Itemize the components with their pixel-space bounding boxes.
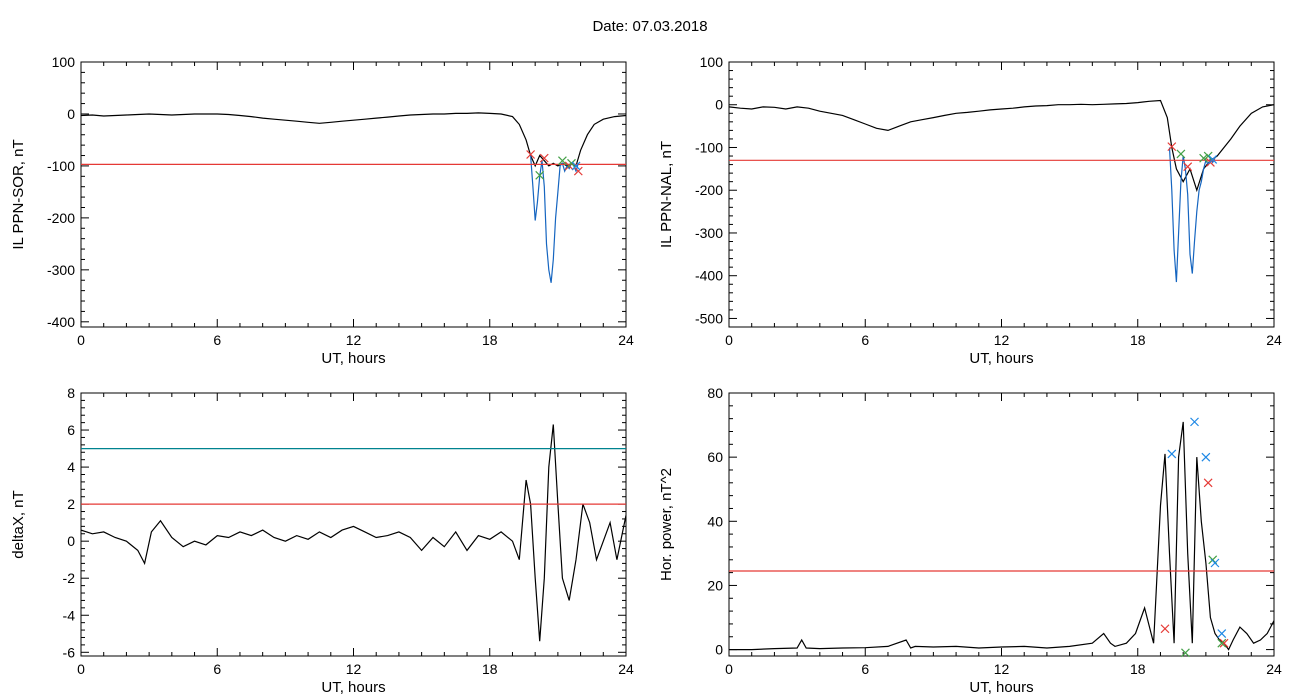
data-marker (1190, 417, 1199, 427)
x-axis-label: UT, hours (969, 679, 1033, 696)
series-line-1 (81, 424, 626, 642)
x-tick-label: 6 (213, 661, 221, 677)
chart-panel-1: 0 6 12 18 24 100 0 -100 -200 -300 -400 UT, hours IL … (10, 54, 634, 367)
data-marker (1210, 558, 1220, 568)
x-tick-label: 24 (618, 661, 634, 677)
y-axis-label: IL PPN-SOR, nT (10, 139, 27, 249)
y-tick-label: 100 (700, 54, 724, 70)
y-tick-label: -4 (63, 607, 76, 623)
plot-frame (728, 392, 1275, 657)
data-marker (539, 153, 549, 163)
y-tick-label: -100 (695, 139, 723, 155)
x-tick-label: 0 (725, 332, 733, 348)
x-tick-label: 18 (482, 332, 498, 348)
x-tick-label: 12 (994, 332, 1010, 348)
x-tick-label: 12 (346, 332, 362, 348)
chart-panel-2: 0 6 12 18 24 100 0 -100 -200 -300 -400 -500 UT, hour… (658, 54, 1282, 367)
y-tick-label: -200 (695, 182, 723, 198)
data-marker (1176, 149, 1186, 159)
data-marker (535, 170, 545, 180)
y-axis-label: deltaX, nT (10, 490, 27, 558)
data-marker (1208, 155, 1218, 164)
x-tick-label: 24 (1266, 661, 1282, 677)
series-line-1 (729, 421, 1274, 651)
y-tick-label: 0 (715, 97, 723, 113)
data-marker (526, 150, 536, 159)
y-tick-label: 4 (67, 459, 75, 475)
y-tick-label: 40 (707, 513, 723, 529)
data-marker (557, 156, 567, 166)
series-line-1 (729, 99, 1274, 193)
y-tick-label: 8 (67, 385, 75, 401)
x-tick-label: 18 (482, 661, 498, 677)
x-tick-label: 12 (346, 661, 362, 677)
x-tick-label: 0 (77, 332, 85, 348)
x-tick-label: 6 (861, 661, 869, 677)
x-axis-label: UT, hours (321, 679, 385, 696)
x-tick-label: 24 (1266, 332, 1282, 348)
y-axis-label: Hor. power, nT^2 (658, 468, 675, 581)
y-tick-label: -200 (47, 210, 75, 226)
data-marker (1203, 478, 1213, 488)
y-tick-label: 60 (707, 449, 723, 465)
x-tick-label: 6 (861, 332, 869, 348)
y-tick-label: -300 (47, 262, 75, 278)
y-tick-label: 20 (707, 577, 723, 593)
data-marker (1217, 638, 1227, 648)
y-axis-label: IL PPN-NAL, nT (658, 141, 675, 248)
data-marker (1167, 449, 1177, 459)
data-marker (1183, 162, 1193, 172)
data-marker (571, 161, 581, 171)
x-tick-label: 18 (1130, 332, 1146, 348)
data-marker (1217, 629, 1227, 638)
x-axis-label: UT, hours (321, 350, 385, 367)
x-axis-label: UT, hours (969, 350, 1033, 367)
data-marker (1167, 142, 1177, 152)
y-tick-label: -400 (695, 268, 723, 284)
y-tick-label: -100 (47, 158, 75, 174)
series-line-2 (1168, 147, 1216, 283)
x-tick-label: 18 (1130, 661, 1146, 677)
x-tick-label: 12 (994, 661, 1010, 677)
y-tick-label: 100 (52, 54, 76, 70)
data-marker (1219, 638, 1229, 648)
y-tick-label: -300 (695, 225, 723, 241)
y-tick-label: -6 (63, 644, 76, 660)
y-tick-label: 6 (67, 422, 75, 438)
y-tick-label: 0 (715, 642, 723, 658)
data-marker (1201, 452, 1211, 462)
x-tick-label: 6 (213, 332, 221, 348)
data-marker (573, 166, 583, 176)
y-tick-label: -500 (695, 310, 723, 326)
y-tick-label: 80 (707, 385, 723, 401)
data-marker (1203, 151, 1213, 161)
chart-panel-3: 0 6 12 18 24 8 6 4 2 0 -2 -4 -6 UT, hours deltaX, nT (10, 385, 634, 696)
y-tick-label: -2 (63, 570, 76, 586)
y-tick-label: -400 (47, 314, 75, 330)
data-marker (567, 158, 576, 168)
figure-title: Date: 07.03.2018 (592, 18, 708, 35)
y-tick-label: 0 (67, 106, 75, 122)
data-marker (1160, 624, 1170, 634)
x-tick-label: 0 (725, 661, 733, 677)
plot-frame (728, 61, 1275, 328)
data-marker (1181, 648, 1190, 658)
x-tick-label: 0 (77, 661, 85, 677)
series-line-2 (530, 155, 579, 283)
y-tick-label: 2 (67, 496, 75, 512)
data-marker (1199, 153, 1209, 163)
y-tick-label: 0 (67, 533, 75, 549)
chart-panel-4: 0 6 12 18 24 80 60 40 20 0 UT, hours Hor. power, nT… (658, 385, 1282, 696)
x-tick-label: 24 (618, 332, 634, 348)
